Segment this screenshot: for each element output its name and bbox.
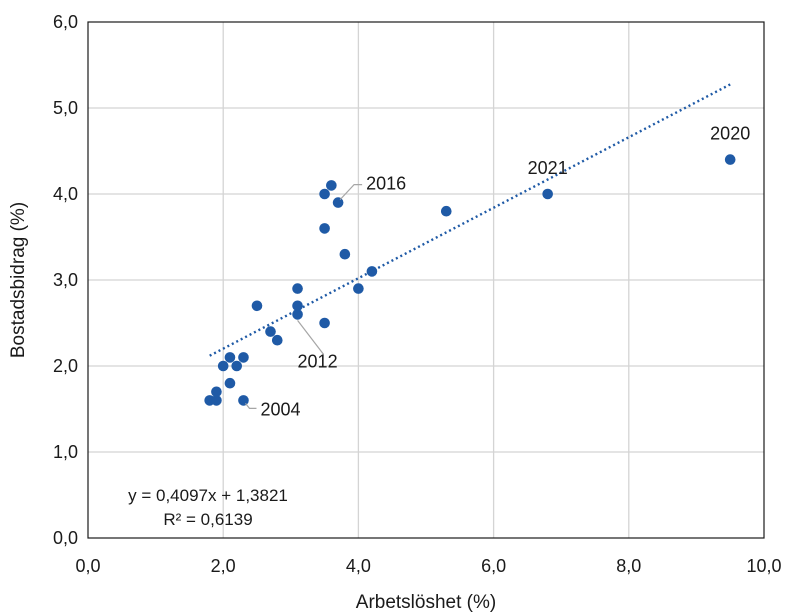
data-point xyxy=(353,283,364,294)
y-tick-label: 4,0 xyxy=(53,184,78,204)
grid-lines xyxy=(88,22,764,538)
x-axis-ticks: 0,0 2,0 4,0 6,0 8,0 10,0 xyxy=(75,556,781,576)
data-point xyxy=(332,197,344,208)
data-point xyxy=(292,309,303,320)
x-tick-label: 0,0 xyxy=(75,556,100,576)
data-point xyxy=(231,360,243,372)
data-point xyxy=(292,300,303,312)
data-point xyxy=(224,352,236,363)
y-tick-label: 6,0 xyxy=(53,12,78,32)
annotation-label: 2004 xyxy=(260,399,300,419)
annotation-label: 2012 xyxy=(298,351,338,371)
x-axis-label: Arbetslöshet (%) xyxy=(356,592,496,613)
data-points xyxy=(204,154,736,406)
y-tick-label: 2,0 xyxy=(53,356,78,376)
r-squared-label: R² = 0,6139 xyxy=(163,510,252,529)
data-point xyxy=(211,386,222,398)
data-point xyxy=(271,334,283,346)
data-point xyxy=(251,300,263,312)
trendline-equation: y = 0,4097x + 1,3821 xyxy=(128,486,288,505)
data-point xyxy=(319,317,330,329)
annotation-label: 2020 xyxy=(710,124,750,144)
annotation-leader xyxy=(297,320,325,355)
x-tick-label: 4,0 xyxy=(346,556,371,576)
data-point xyxy=(440,205,452,217)
data-point xyxy=(292,283,303,294)
data-point xyxy=(238,352,249,363)
annotation-leader xyxy=(245,403,257,409)
x-tick-label: 2,0 xyxy=(211,556,236,576)
y-tick-label: 1,0 xyxy=(53,442,78,462)
data-point xyxy=(265,326,276,337)
data-point xyxy=(238,395,249,406)
x-tick-label: 10,0 xyxy=(746,556,781,576)
plot-area-border xyxy=(87,21,765,539)
x-tick-label: 6,0 xyxy=(481,556,506,576)
annotation-label: 2016 xyxy=(366,174,406,194)
data-point xyxy=(319,223,330,234)
data-point xyxy=(542,188,553,200)
annotation-label: 2021 xyxy=(528,158,568,178)
annotation-leader xyxy=(339,184,363,201)
x-tick-label: 8,0 xyxy=(616,556,641,576)
y-axis-label: Bostadsbidrag (%) xyxy=(8,202,29,358)
data-point xyxy=(224,377,236,389)
data-point xyxy=(211,395,222,406)
trendline xyxy=(209,83,731,357)
data-point xyxy=(724,154,736,165)
point-annotations: 2020 2021 2016 2012 2004 xyxy=(245,124,750,419)
data-point xyxy=(319,188,330,200)
y-tick-label: 0,0 xyxy=(53,528,78,548)
data-point xyxy=(326,180,337,191)
data-point xyxy=(366,266,378,277)
y-axis-ticks: 0,0 1,0 2,0 3,0 4,0 5,0 6,0 xyxy=(53,12,78,548)
y-tick-label: 5,0 xyxy=(53,98,78,118)
data-point xyxy=(339,248,351,260)
y-tick-label: 3,0 xyxy=(53,270,78,290)
data-point xyxy=(217,360,229,372)
